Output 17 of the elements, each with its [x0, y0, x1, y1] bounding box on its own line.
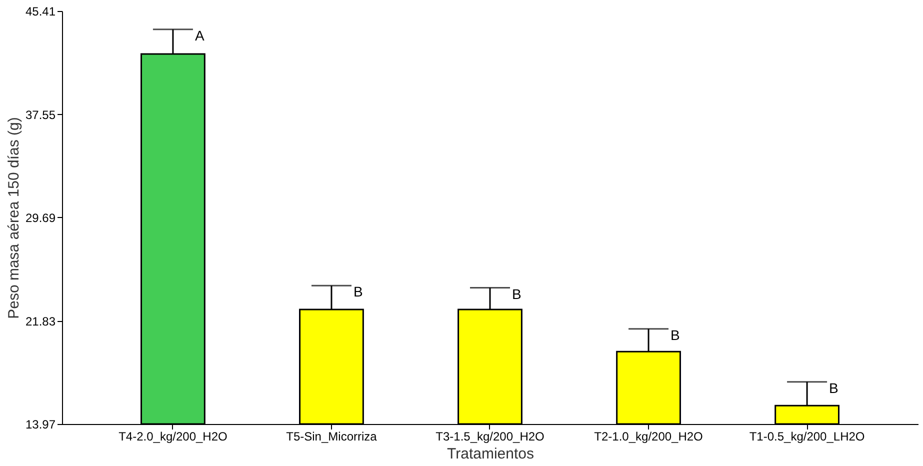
y-tick-label: 13.97: [25, 418, 56, 432]
y-tick-label: 21.83: [25, 314, 56, 328]
annotation: A: [194, 27, 205, 44]
x-tick-label: T5-Sin_Micorriza: [286, 430, 378, 444]
y-axis-title: Peso masa aérea 150 días (g): [5, 117, 22, 319]
annotation: B: [670, 326, 680, 343]
annotation: B: [829, 380, 838, 396]
y-tick-label: 45.41: [25, 4, 56, 18]
annotation: B: [512, 286, 522, 302]
y-tick-label: 37.55: [25, 108, 56, 122]
x-tick-label: T4-2.0_kg/200_H2O: [118, 430, 228, 444]
y-tick-label: 29.69: [25, 211, 56, 225]
x-tick-label: T3-1.5_kg/200_H2O: [436, 430, 544, 444]
x-tick-label: T2-1.0_kg/200_H2O: [594, 430, 703, 444]
annotation: B: [353, 284, 363, 300]
x-tick-label: T1-0.5_kg/200_LH2O: [749, 430, 865, 444]
x-axis-title: Tratamientos: [447, 446, 534, 462]
